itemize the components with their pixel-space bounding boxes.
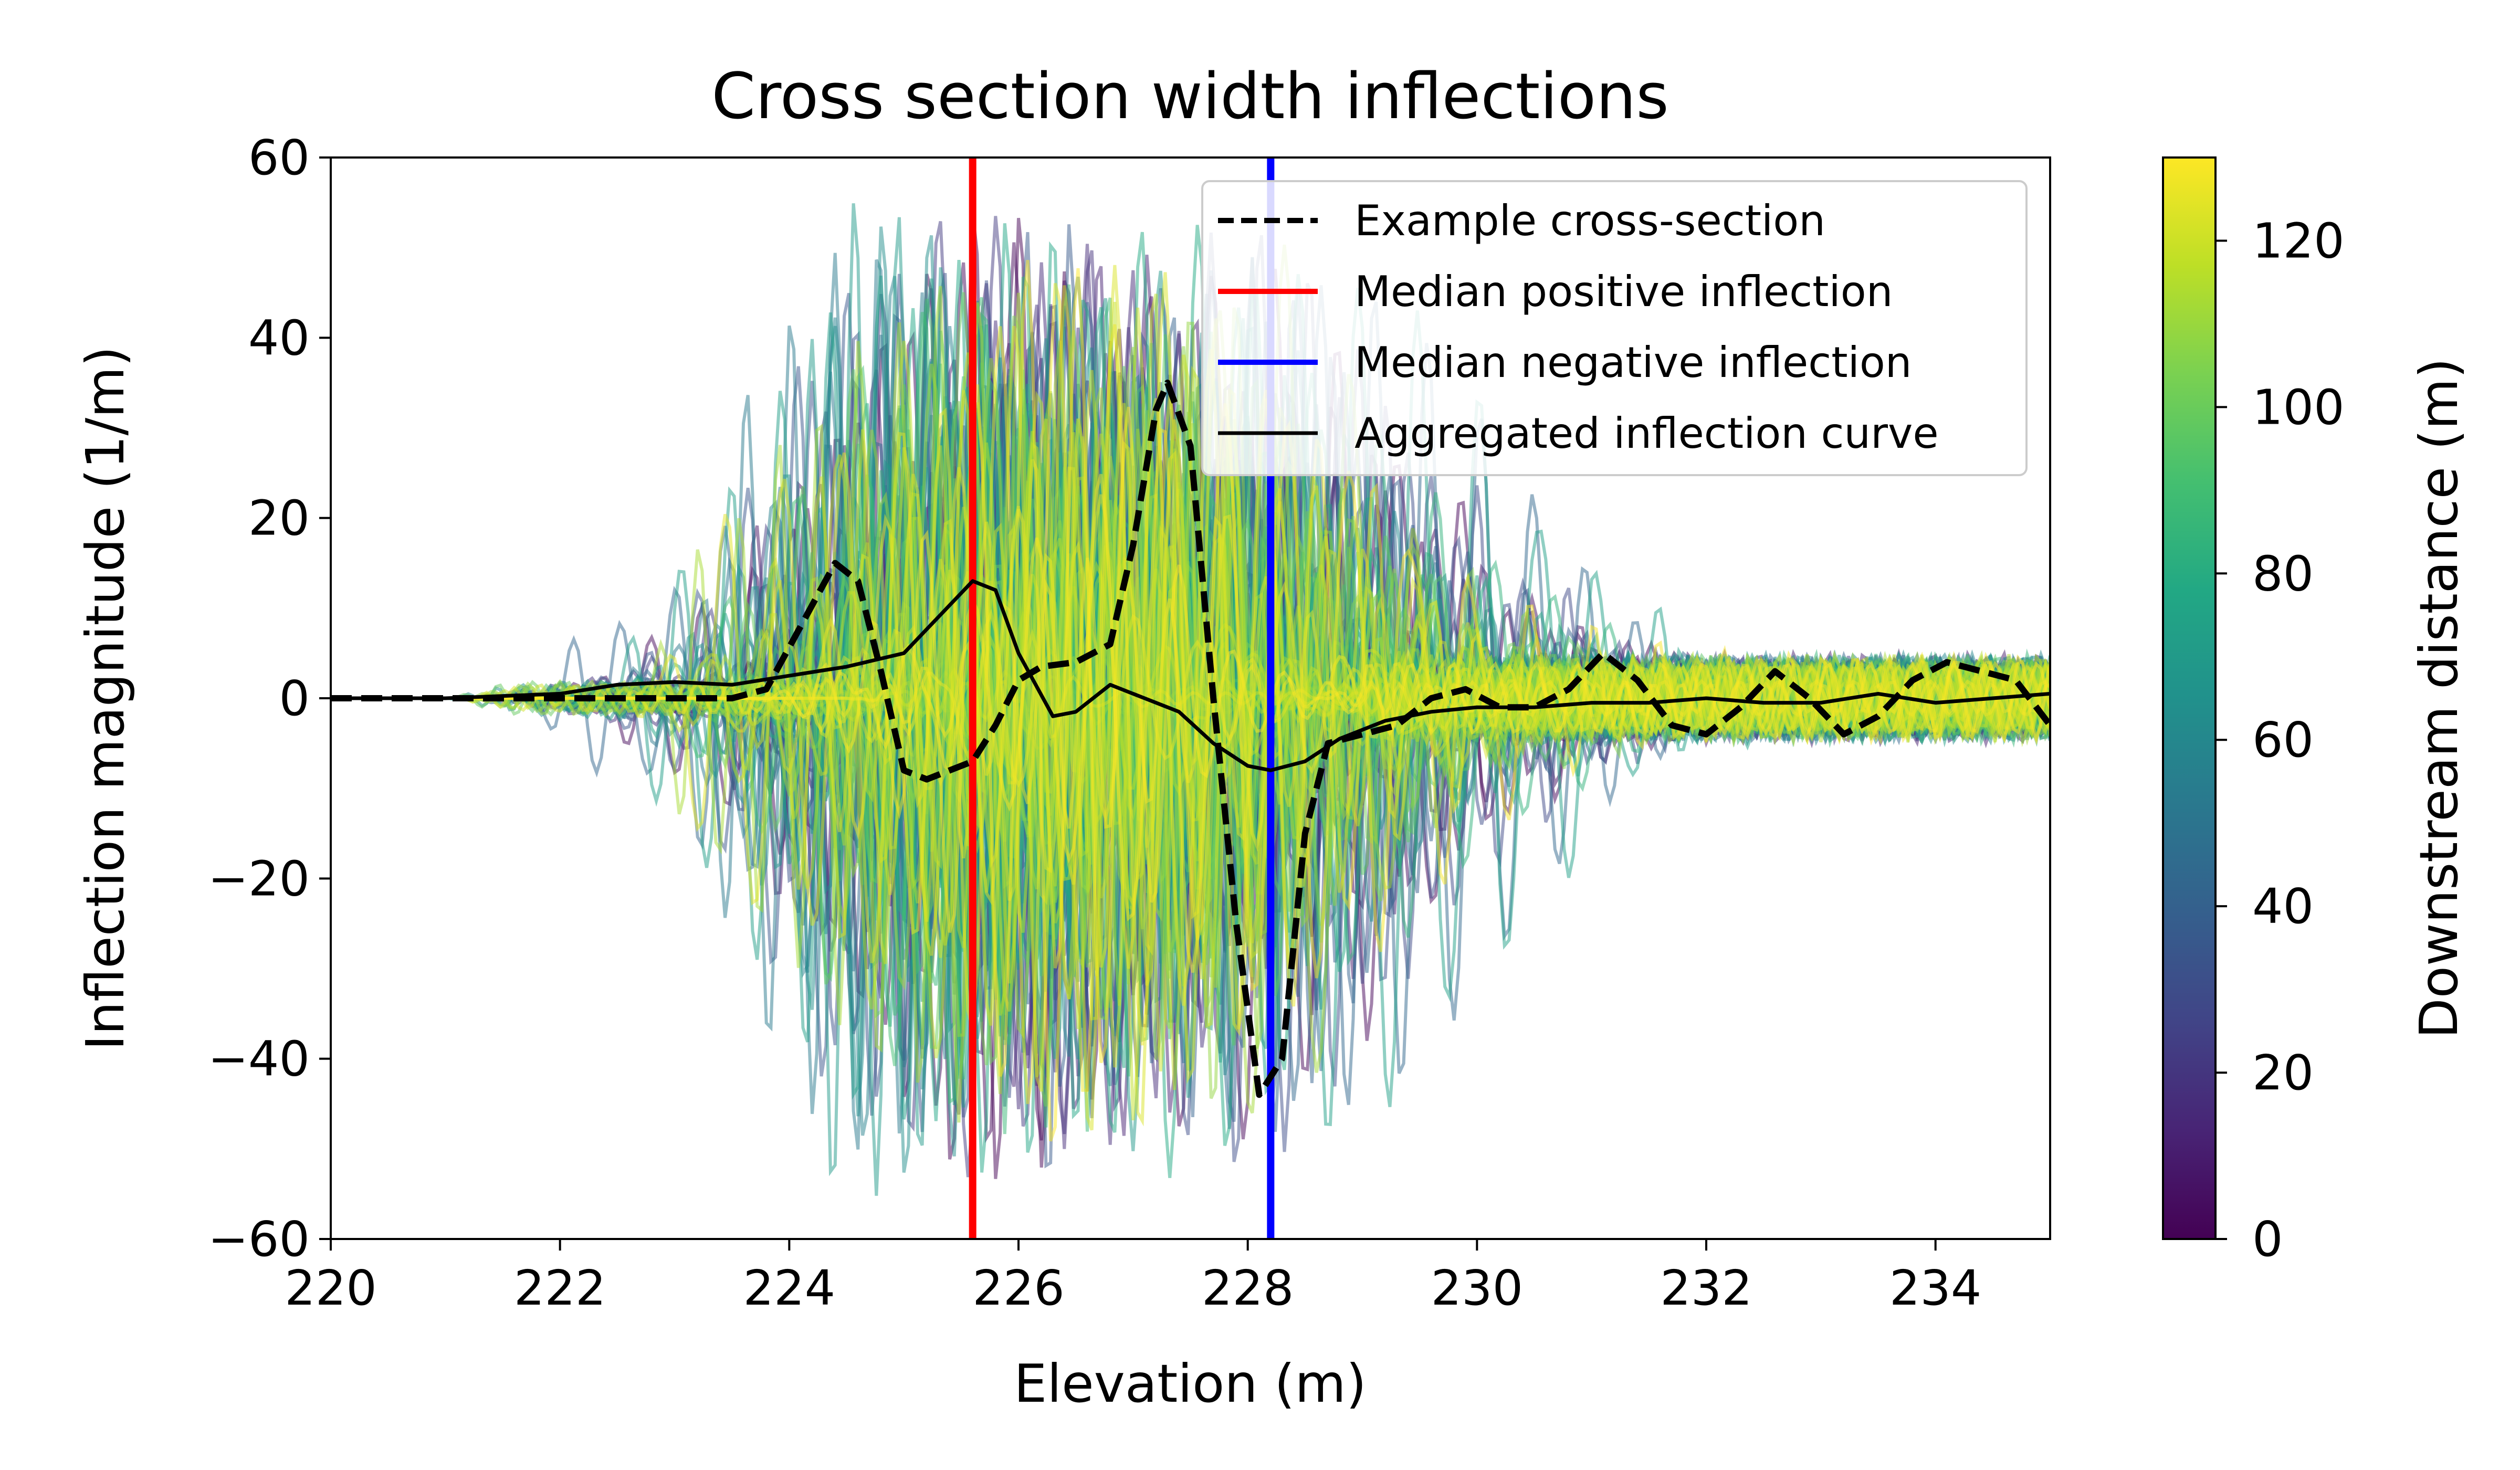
colorbar-ticks: 0 20 40 60 80 100 120 (2216, 213, 2345, 1267)
x-axis-label: Elevation (m) (1014, 1353, 1367, 1414)
x-tick-label: 234 (1889, 1260, 1982, 1316)
x-tick-label: 228 (1202, 1260, 1294, 1316)
y-tick-label: 0 (279, 670, 310, 727)
x-tick-label: 220 (285, 1260, 377, 1316)
colorbar-tick-label: 0 (2252, 1211, 2283, 1267)
legend-label-example: Example cross-section (1354, 196, 1825, 245)
x-tick-label: 226 (972, 1260, 1065, 1316)
colorbar: 0 20 40 60 80 100 120 Downstream distance (m) (2162, 156, 2470, 1267)
example-cross-section-line (331, 380, 2050, 1098)
colorbar-tick-label: 120 (2252, 213, 2345, 269)
colorbar-tick-label: 20 (2252, 1045, 2314, 1101)
y-tick-label: −60 (208, 1211, 310, 1267)
legend-label-negative: Median negative inflection (1354, 338, 1912, 387)
y-axis-label: Inflection magnitude (1/m) (75, 346, 136, 1050)
x-tick-label: 232 (1660, 1260, 1752, 1316)
y-tick-label: −40 (208, 1031, 310, 1087)
legend-label-aggregated: Aggregated inflection curve (1354, 409, 1939, 458)
colorbar-tick-label: 80 (2252, 545, 2314, 602)
chart-title: Cross section width inflections (711, 60, 1669, 133)
highlight-series (331, 380, 2050, 1098)
x-tick-label: 222 (514, 1260, 606, 1316)
colorbar-tick-label: 100 (2252, 379, 2345, 435)
colorbar-label: Downstream distance (m) (2408, 358, 2470, 1039)
y-tick-label: 20 (248, 490, 310, 547)
aggregated-inflection-line (331, 579, 2050, 772)
legend-label-positive: Median positive inflection (1354, 267, 1893, 316)
y-tick-label: 60 (248, 130, 310, 186)
x-tick-label: 230 (1431, 1260, 1524, 1316)
legend-box (1201, 180, 2028, 476)
y-tick-label: −20 (208, 850, 310, 907)
colorbar-tick-label: 60 (2252, 712, 2314, 768)
colorbar-gradient (2162, 156, 2217, 1240)
legend: Example cross-section Median positive in… (1201, 180, 2028, 476)
y-axis-ticks: 60 40 20 0 −20 −40 −60 (208, 130, 331, 1267)
colorbar-tick-label: 40 (2252, 878, 2314, 934)
y-tick-label: 40 (248, 310, 310, 366)
x-axis-ticks: 220 222 224 226 228 230 232 234 (285, 1239, 1981, 1316)
x-tick-label: 224 (743, 1260, 836, 1316)
